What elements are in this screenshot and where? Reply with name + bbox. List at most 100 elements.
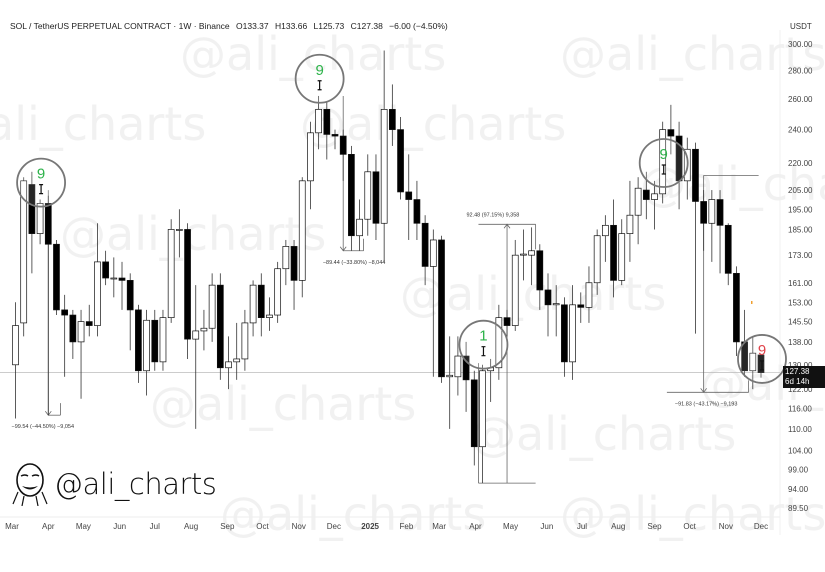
bearish-candle (438, 235, 445, 383)
bullish-candle (200, 309, 208, 351)
candle-body (372, 171, 380, 224)
candle-body (216, 284, 224, 369)
x-tick-label: Jun (113, 522, 126, 531)
candle-body (36, 203, 44, 234)
symbol-title[interactable]: SOL / TetherUS PERPETUAL CONTRACT · 1W ·… (10, 21, 230, 31)
y-tick-label: 99.00 (788, 465, 809, 474)
candle-body (307, 132, 314, 182)
candle-body (102, 261, 109, 279)
chart-header: SOL / TetherUS PERPETUAL CONTRACT · 1W ·… (10, 21, 452, 31)
candle-body (749, 352, 757, 372)
watermark-text: @ali_charts (560, 487, 825, 541)
y-tick-label: 161.00 (788, 279, 813, 288)
bearish-candle (544, 273, 552, 337)
candle-body (503, 317, 511, 326)
candle-body (692, 148, 699, 202)
candle-body (610, 224, 617, 281)
y-tick-label: 94.00 (788, 485, 809, 494)
y-tick-label: 260.00 (788, 95, 813, 104)
watermark-text: @ali_charts (0, 97, 206, 151)
bullish-candle (585, 266, 593, 323)
bearish-candle (470, 370, 478, 466)
candle-body (479, 370, 486, 448)
bullish-candle (20, 177, 28, 337)
candle-body (192, 330, 200, 340)
candle-body (667, 129, 675, 137)
measure-label: −89.44 (−33.80%) −8,044 (323, 260, 386, 266)
candle-body (61, 309, 69, 316)
candle-body (724, 224, 732, 274)
x-axis[interactable]: Mar Apr May Jun Jul Aug Sep Oct Nov Dec 2025 Feb Mar… (5, 522, 768, 531)
candle-body (135, 309, 142, 372)
candle-body (208, 284, 216, 329)
measure-arrowhead-icon (339, 246, 347, 252)
bearish-candle (405, 154, 413, 240)
bearish-candle (257, 273, 265, 337)
candle-body (176, 229, 183, 231)
candle-body (397, 129, 404, 193)
candle-body (20, 180, 28, 324)
bullish-candle (282, 239, 290, 286)
candle-body (94, 261, 101, 326)
x-tick-label: 2025 (361, 522, 379, 531)
measure-label: 92.48 (97.15%) 9,358 (466, 212, 519, 218)
candle-body (364, 171, 372, 220)
candle-body (257, 284, 265, 319)
bullish-candle (225, 336, 232, 390)
candle-body (225, 361, 232, 369)
watermark-text: @ali_charts (560, 27, 825, 81)
face-logo-icon (12, 463, 48, 506)
ohlc-change: −6.00 (−4.50%) (389, 21, 448, 31)
candle-body (536, 250, 544, 291)
candle-body (28, 184, 36, 234)
candle-body (511, 254, 519, 326)
td-marker: 9 (16, 157, 66, 208)
current-price-label: 127.38 6d 14h (783, 366, 825, 388)
candle-body (118, 277, 126, 281)
candle-countdown: 6d 14h (785, 377, 810, 386)
candle-body (470, 379, 478, 448)
bullish-candle (659, 121, 667, 204)
bearish-candle (53, 239, 60, 316)
bullish-candle (208, 273, 216, 342)
bearish-candle (339, 129, 347, 181)
y-tick-label: 300.00 (788, 40, 813, 49)
bearish-candle (503, 309, 511, 337)
bearish-candle (692, 142, 699, 334)
bearish-candle (577, 292, 585, 323)
candle-body (241, 322, 249, 360)
bearish-candle (389, 84, 396, 146)
measurement-3: 92.48 (97.15%) 9,358 (466, 212, 537, 484)
candle-body (520, 253, 527, 256)
candle-body (298, 180, 306, 281)
candles (12, 50, 765, 484)
candle-body (389, 109, 396, 130)
candle-body (708, 199, 716, 224)
candle-body (757, 354, 765, 373)
bullish-candle (274, 261, 282, 323)
bullish-candle (241, 309, 249, 371)
bullish-candle (364, 154, 372, 236)
watermark-text: @ali_charts (640, 157, 825, 211)
y-tick-label: 153.00 (788, 298, 813, 307)
measure-arrowhead-icon (700, 388, 707, 393)
candle-body (634, 187, 642, 216)
y-axis-unit: USDT (790, 22, 812, 31)
y-tick-label: 240.00 (788, 126, 813, 135)
bearish-candle (135, 304, 142, 383)
candle-body (323, 109, 331, 135)
bearish-candle (757, 354, 765, 378)
y-tick-label: 195.00 (788, 205, 813, 214)
x-tick-label: Aug (184, 522, 198, 531)
bullish-candle (176, 209, 183, 258)
watermark-layer: @ali_charts @ali_charts @ali_charts @ali_ch… (0, 27, 825, 541)
bearish-candle (348, 145, 355, 251)
x-tick-label: Oct (256, 522, 269, 531)
candle-body (110, 277, 118, 280)
y-axis[interactable]: 300.00 280.00 260.00 240.00 220.00 205.00 195.… (788, 40, 813, 513)
bullish-candle (634, 177, 642, 245)
candle-body (266, 314, 273, 319)
bearish-candle (610, 199, 617, 298)
x-tick-label: Nov (292, 522, 306, 531)
